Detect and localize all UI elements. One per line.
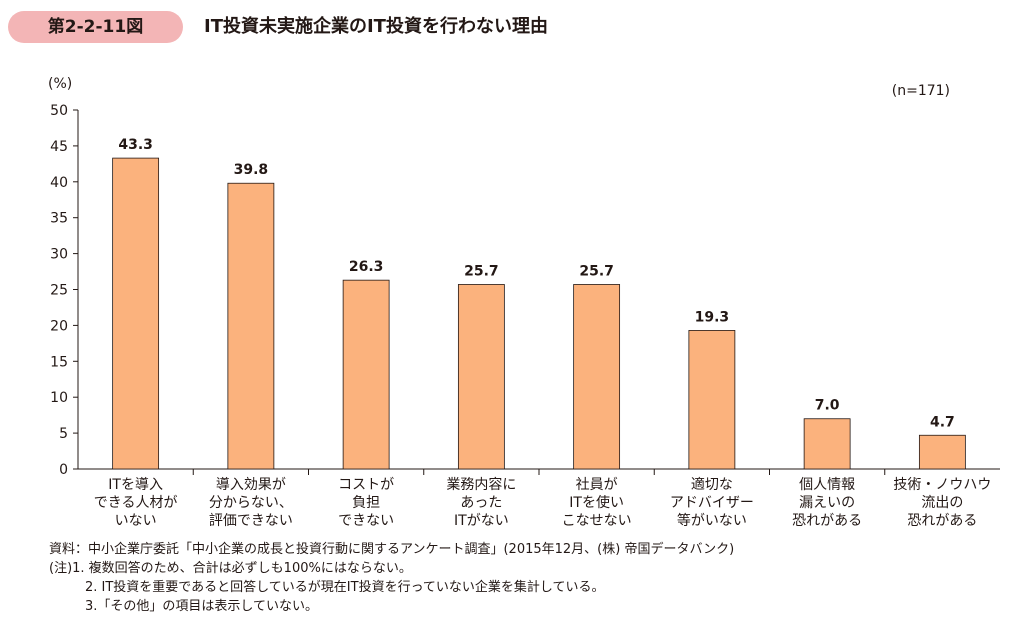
category-label: 業務内容に	[446, 476, 516, 493]
data-label: 7.0	[815, 398, 840, 414]
category-label: できない	[338, 513, 394, 529]
bar	[918, 434, 966, 470]
category-label: アドバイザー	[670, 495, 754, 511]
category-label: 導入効果が	[216, 477, 286, 493]
category-label: 評価できない	[209, 513, 293, 529]
category-label: 個人情報	[799, 477, 855, 493]
y-tick-label: 0	[59, 462, 68, 478]
figure-header: 第2-2-11図 IT投資未実施企業のIT投資を行わない理由	[8, 11, 1008, 43]
bar	[112, 157, 160, 470]
y-tick-label: 50	[50, 103, 68, 119]
data-label: 26.3	[349, 259, 384, 275]
category-label: ITがない	[454, 513, 509, 529]
bar	[573, 284, 621, 470]
data-label: 25.7	[464, 263, 499, 279]
data-label: 4.7	[930, 414, 955, 430]
y-tick-label: 10	[50, 390, 68, 406]
category-label: 恐れがある	[792, 513, 862, 529]
y-tick-label: 35	[50, 211, 68, 227]
bar	[457, 284, 505, 470]
category-label: 負担	[352, 495, 380, 511]
category-label: ITを使い	[569, 494, 624, 511]
category-label: あった	[460, 495, 502, 511]
figure-title: IT投資未実施企業のIT投資を行わない理由	[204, 16, 548, 37]
category-label: こなせない	[562, 513, 632, 529]
data-label: 25.7	[579, 263, 614, 279]
notes: 資料：中小企業庁委託「中小企業の成長と投資行動に関するアンケート調査」(2015…	[49, 540, 734, 616]
category-label: できる人材が	[94, 495, 178, 511]
y-tick-label: 45	[50, 139, 68, 155]
category-label: 技術・ノウハウ	[893, 477, 991, 493]
category-label: 流出の	[921, 495, 963, 511]
y-tick-label: 20	[50, 318, 68, 334]
note-2: 2. IT投資を重要であると回答しているが現在IT投資を行っていない企業を集計し…	[85, 580, 605, 595]
y-tick-label: 25	[50, 283, 68, 299]
note-1: (注)1. 複数回答のため、合計は必ずしも100%にはならない。	[49, 561, 412, 576]
bar	[688, 330, 736, 470]
bar	[342, 279, 390, 470]
category-label: コストが	[338, 477, 394, 493]
data-label: 39.8	[234, 162, 269, 178]
note-3: 3.「その他」の項目は表示していない。	[85, 599, 319, 614]
sample-size-label: (n=171)	[892, 83, 950, 99]
bar	[803, 418, 851, 470]
category-label: 漏えいの	[799, 495, 855, 511]
figure-number-badge: 第2-2-11図	[8, 11, 183, 43]
category-label: 社員が	[576, 477, 618, 493]
category-label: 分からない、	[209, 495, 293, 511]
bar-chart: 0 5 10 15 20 25 30 35 40 45 50 (%) (n=171) 43.3 ITを導入で…	[48, 76, 1000, 529]
source-note: 資料：中小企業庁委託「中小企業の成長と投資行動に関するアンケート調査」(2015…	[49, 542, 735, 557]
y-tick-label: 15	[50, 354, 68, 370]
bar	[227, 182, 275, 470]
category-label: いない	[115, 513, 157, 529]
category-label: 等がいない	[677, 512, 747, 529]
category-label: ITを導入	[108, 477, 163, 493]
y-tick-label: 5	[59, 426, 68, 442]
data-label: 43.3	[118, 137, 153, 153]
data-label: 19.3	[695, 309, 730, 325]
y-axis-label: (%)	[48, 76, 72, 92]
y-tick-label: 40	[50, 175, 68, 191]
category-label: 恐れがある	[907, 513, 977, 529]
y-tick-label: 30	[50, 247, 68, 263]
category-label: 適切な	[691, 476, 733, 493]
